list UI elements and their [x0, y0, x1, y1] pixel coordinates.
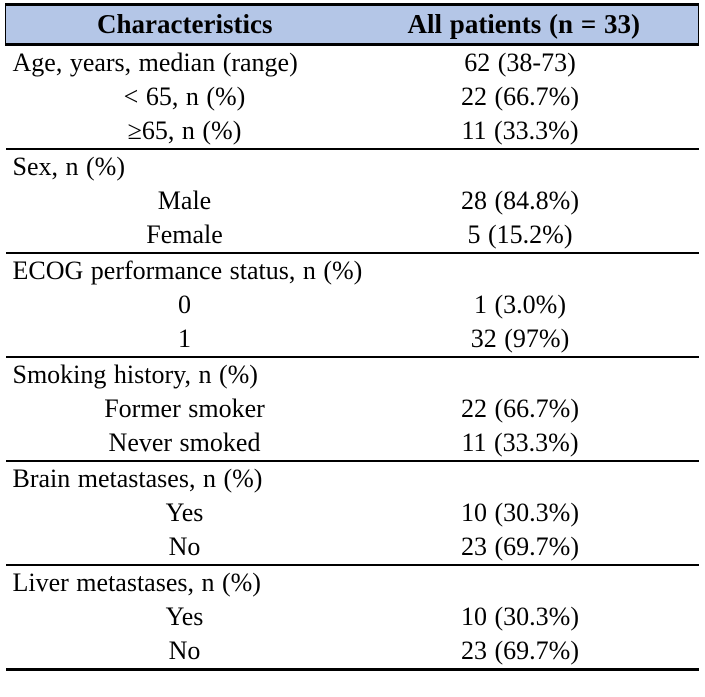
value-cell: 32 (97%): [363, 322, 699, 358]
value-cell: 11 (33.3%): [363, 426, 699, 462]
characteristic-cell: Brain metastases, n (%): [12, 464, 263, 493]
table-row: Male 28 (84.8%): [6, 184, 699, 218]
table-row: Never smoked 11 (33.3%): [5, 426, 699, 462]
table-header-row: Characteristics All patients (n = 33): [5, 3, 699, 46]
characteristic-cell: Yes: [165, 602, 204, 631]
characteristic-cell: No: [5, 530, 364, 566]
table-row: Brain metastases, n (%): [6, 461, 699, 496]
characteristic-cell: Female: [5, 218, 364, 254]
value-cell: 23 (69.7%): [363, 530, 699, 566]
characteristic-cell: No: [5, 634, 364, 671]
characteristic-cell: Former smoker: [104, 394, 265, 423]
value-cell: 10 (30.3%): [461, 602, 579, 631]
table-row: 1 32 (97%): [5, 322, 699, 358]
characteristic-cell: 1: [5, 322, 364, 358]
table-row: Sex, n (%): [6, 149, 699, 184]
value-cell: 28 (84.8%): [461, 186, 579, 215]
characteristic-cell: Male: [157, 186, 212, 215]
value-cell: 23 (69.7%): [363, 634, 699, 671]
table-row: Liver metastases, n (%): [6, 565, 699, 600]
table-row: < 65, n (%) 22 (66.7%): [6, 80, 699, 114]
table-row: Yes 10 (30.3%): [6, 600, 699, 634]
value-cell: [364, 461, 699, 496]
value-cell: 22 (66.7%): [461, 394, 579, 423]
table-row: 0 1 (3.0%): [6, 288, 699, 322]
characteristic-cell: Sex, n (%): [12, 152, 125, 181]
characteristic-cell: Age, years, median (range): [12, 48, 298, 77]
value-cell: 11 (33.3%): [363, 114, 699, 150]
table-row: ≥65, n (%) 11 (33.3%): [5, 114, 699, 150]
value-cell: 62 (38-73): [464, 48, 576, 77]
patient-characteristics-table-wrapper: Characteristics All patients (n = 33) Ag…: [5, 3, 699, 671]
table-row: Smoking history, n (%): [6, 357, 699, 392]
characteristic-cell: ≥65, n (%): [5, 114, 364, 150]
table-row: No 23 (69.7%): [5, 530, 699, 566]
characteristic-cell: ECOG performance status, n (%): [12, 256, 363, 285]
value-cell: 5 (15.2%): [363, 218, 699, 254]
table-row: Female 5 (15.2%): [5, 218, 699, 254]
value-cell: 22 (66.7%): [461, 82, 579, 111]
table-row: Age, years, median (range) 62 (38-73): [6, 45, 699, 81]
table-row: ECOG performance status, n (%): [6, 253, 699, 288]
characteristic-cell: < 65, n (%): [123, 82, 246, 111]
header-all-patients: All patients (n = 33): [363, 3, 699, 46]
value-cell: [364, 253, 699, 288]
table-row: No 23 (69.7%): [5, 634, 699, 671]
value-cell: [364, 357, 699, 392]
value-cell: [364, 565, 699, 600]
value-cell: 10 (30.3%): [461, 498, 579, 527]
characteristic-cell: Liver metastases, n (%): [12, 568, 261, 597]
characteristic-cell: Yes: [165, 498, 204, 527]
value-cell: 1 (3.0%): [474, 290, 566, 319]
table-row: Former smoker 22 (66.7%): [6, 392, 699, 426]
header-characteristics: Characteristics: [5, 3, 364, 46]
characteristic-cell: 0: [178, 290, 191, 319]
patient-characteristics-table: Characteristics All patients (n = 33) Ag…: [5, 3, 699, 671]
value-cell: [364, 149, 699, 184]
table-row: Yes 10 (30.3%): [6, 496, 699, 530]
characteristic-cell: Smoking history, n (%): [12, 360, 258, 389]
characteristic-cell: Never smoked: [5, 426, 364, 462]
